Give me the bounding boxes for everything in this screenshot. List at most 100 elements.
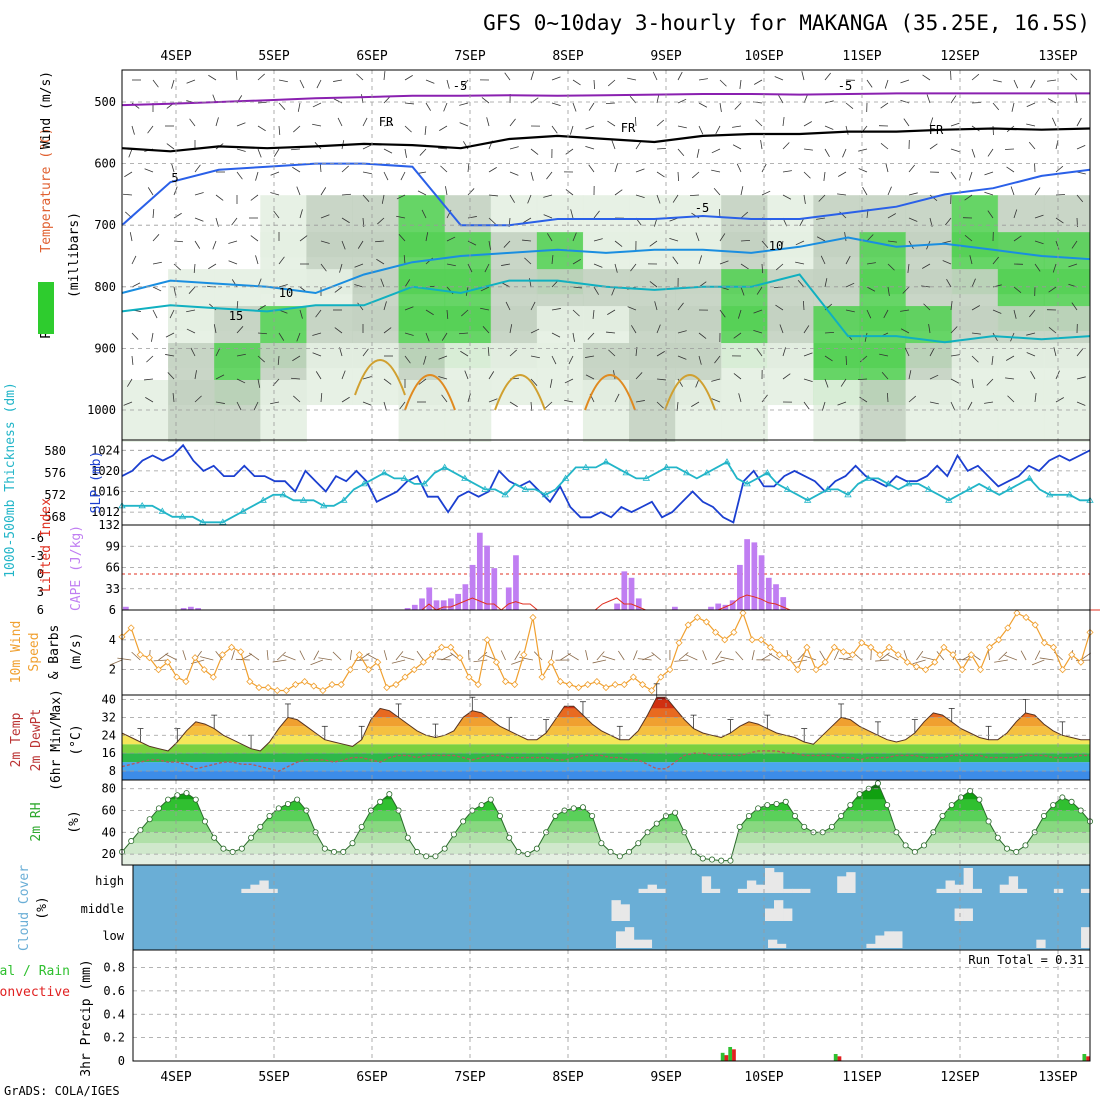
wind-barb xyxy=(782,117,785,127)
wind-barb xyxy=(572,259,581,265)
wind-barb xyxy=(845,102,854,109)
wind-barb xyxy=(144,168,154,173)
wind-barb xyxy=(1071,302,1078,311)
cape-bar xyxy=(195,608,201,610)
cape-bar xyxy=(448,598,454,610)
wind-barb xyxy=(530,71,535,81)
wind-barb xyxy=(1006,166,1015,173)
wind-barb xyxy=(473,659,488,663)
wind-barb xyxy=(504,72,511,81)
wind-barb xyxy=(509,349,517,357)
wind-point xyxy=(173,673,181,681)
wind-barb xyxy=(550,650,554,661)
wind-point xyxy=(730,628,738,636)
rh-point xyxy=(598,840,605,847)
rh-point xyxy=(331,848,338,855)
wind-barb xyxy=(635,372,643,380)
wind-barb xyxy=(711,169,721,173)
wind-barb xyxy=(886,392,889,403)
wind-tick-label: 2 xyxy=(109,663,116,677)
wind-barb xyxy=(193,263,196,274)
wind-barb xyxy=(674,659,689,662)
wind-point xyxy=(967,651,975,659)
wind-barb xyxy=(698,355,702,365)
wind-barb xyxy=(545,401,553,409)
rh-point xyxy=(718,857,725,864)
wind-barb xyxy=(276,651,286,661)
isotherm-1 xyxy=(121,127,1091,153)
rh-cell xyxy=(536,343,584,406)
wind-barb xyxy=(231,217,238,226)
wind-point xyxy=(985,643,994,651)
thickness-point xyxy=(985,485,993,492)
isotherm-2 xyxy=(121,162,1091,227)
wind-barb xyxy=(908,395,917,403)
cloud-low-bar xyxy=(642,939,653,948)
wind-barb xyxy=(1031,659,1045,666)
wind-barb xyxy=(509,118,516,127)
wind-barb xyxy=(312,332,322,336)
wind-barb xyxy=(362,171,372,175)
wind-barb xyxy=(172,393,175,403)
wind-barb xyxy=(377,217,385,225)
wind-barb xyxy=(971,278,976,288)
wind-point xyxy=(602,683,610,692)
wind-barb xyxy=(524,257,532,265)
wind-barb xyxy=(656,147,667,150)
wind-barb xyxy=(236,148,246,152)
wind-barb xyxy=(797,279,805,288)
wind-barb xyxy=(146,355,154,363)
wind-barb xyxy=(656,94,660,104)
wind-barb xyxy=(713,187,721,196)
wind-barb xyxy=(296,186,301,196)
wind-barb xyxy=(320,263,327,272)
thickness-point xyxy=(1045,491,1054,498)
wind-barb xyxy=(950,326,958,334)
wind-barb xyxy=(171,79,175,89)
cloud-high-bar xyxy=(846,872,856,893)
wind-barb xyxy=(488,167,497,173)
wind-point xyxy=(538,673,546,681)
wind-barb xyxy=(740,286,745,296)
wind-barb xyxy=(171,163,175,173)
precip-tick-label: 0.6 xyxy=(103,984,125,998)
wind-barb xyxy=(570,209,574,219)
wind-barb xyxy=(488,240,491,250)
cape-tick-label: 66 xyxy=(106,561,120,575)
wind-barb xyxy=(971,148,976,158)
rh-point xyxy=(386,791,393,798)
wind-barb xyxy=(711,378,721,382)
cape-bar xyxy=(780,597,787,610)
wind-barb xyxy=(585,650,589,661)
cloud-high-bar xyxy=(954,884,964,893)
wind-point xyxy=(976,666,984,674)
wind-barb xyxy=(614,240,623,247)
wind-barb xyxy=(950,401,956,411)
wind-barb xyxy=(383,148,393,154)
temp-label-a: 2m Temp xyxy=(9,712,24,767)
top-date-axis: 4SEP 5SEP 6SEP 7SEP 8SEP 9SEP 10SEP 11SEP 12SEP 1… xyxy=(160,49,1077,64)
wind-point xyxy=(392,680,400,689)
wind-barb xyxy=(270,401,280,405)
wind-barb xyxy=(480,307,490,311)
wind-barb xyxy=(290,377,301,380)
wind-barb xyxy=(1026,352,1036,357)
precip-total-bar xyxy=(720,1052,725,1061)
rh-point xyxy=(911,848,918,855)
wind-barb xyxy=(908,217,918,222)
thickness-point xyxy=(158,507,167,514)
wind-barb xyxy=(530,401,533,412)
wind-barb xyxy=(633,650,638,661)
wind-barb xyxy=(166,143,175,150)
wind-barb xyxy=(923,303,931,311)
wind-barb xyxy=(1034,187,1041,196)
wind-point xyxy=(876,651,884,659)
rh-point xyxy=(653,820,660,827)
wind-barb xyxy=(793,659,807,663)
wind-point xyxy=(492,658,500,666)
li-line xyxy=(125,594,1100,611)
wind-point xyxy=(912,663,921,671)
rh-point xyxy=(1068,798,1075,805)
rh2m-label-a: 2m RH xyxy=(29,802,44,841)
wind-barb xyxy=(715,125,721,135)
